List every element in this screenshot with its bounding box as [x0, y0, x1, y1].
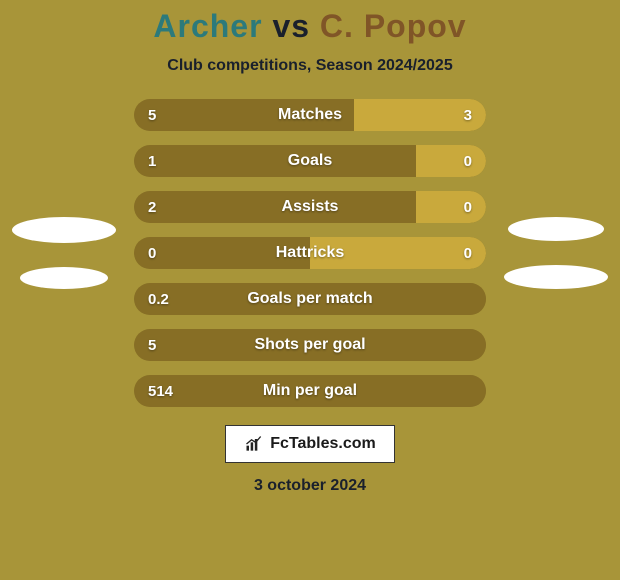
- subtitle: Club competitions, Season 2024/2025: [167, 57, 452, 75]
- bar-left-fill: [134, 191, 416, 223]
- bar-left-fill: [134, 145, 416, 177]
- chart-icon: [244, 434, 264, 454]
- left-decorations: [8, 217, 120, 289]
- chart-area: Matches53 Goals10 Assists20 Hattricks00 Goal…: [0, 99, 620, 407]
- decoration-ellipse: [508, 217, 604, 241]
- player2-name: C. Popov: [320, 8, 467, 44]
- vs-text: vs: [272, 8, 310, 44]
- stat-bar: Shots per goal5: [134, 329, 486, 361]
- stat-bar: Hattricks00: [134, 237, 486, 269]
- decoration-ellipse: [12, 217, 116, 243]
- decoration-ellipse: [504, 265, 608, 289]
- decoration-ellipse: [20, 267, 108, 289]
- source-text: FcTables.com: [270, 435, 376, 453]
- bar-left-fill: [134, 283, 486, 315]
- bar-right-fill: [310, 237, 486, 269]
- bar-left-fill: [134, 99, 354, 131]
- stat-bar: Goals per match0.2: [134, 283, 486, 315]
- right-decorations: [500, 217, 612, 289]
- stat-bar: Matches53: [134, 99, 486, 131]
- bar-right-fill: [354, 99, 486, 131]
- stat-bar: Min per goal514: [134, 375, 486, 407]
- source-badge: FcTables.com: [225, 425, 395, 463]
- player1-name: Archer: [153, 8, 262, 44]
- stat-bar: Assists20: [134, 191, 486, 223]
- date-text: 3 october 2024: [254, 477, 366, 495]
- bar-left-fill: [134, 375, 486, 407]
- comparison-infographic: Archer vs C. Popov Club competitions, Se…: [0, 0, 620, 580]
- stat-bar: Goals10: [134, 145, 486, 177]
- bar-left-fill: [134, 237, 310, 269]
- footer: FcTables.com 3 october 2024: [225, 425, 395, 495]
- bar-right-fill: [416, 191, 486, 223]
- stat-bars: Matches53 Goals10 Assists20 Hattricks00 Goal…: [120, 99, 500, 407]
- comparison-title: Archer vs C. Popov: [153, 8, 466, 45]
- bar-left-fill: [134, 329, 486, 361]
- bar-right-fill: [416, 145, 486, 177]
